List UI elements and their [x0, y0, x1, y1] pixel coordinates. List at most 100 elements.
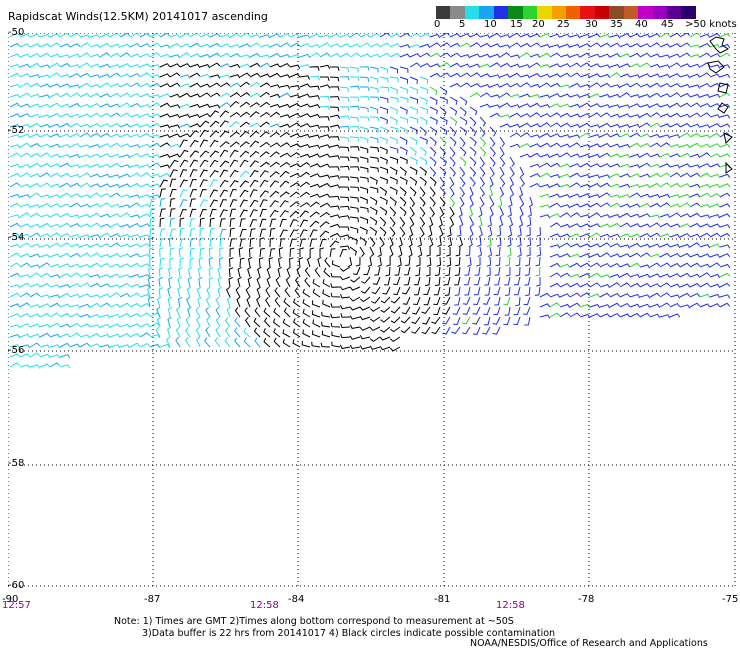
wind-barb [699, 303, 711, 308]
wind-barb [89, 262, 101, 268]
wind-barb [259, 73, 271, 78]
wind-barb [29, 142, 41, 148]
wind-barb [479, 53, 491, 58]
wind-barb [389, 166, 398, 175]
wind-barb [179, 189, 188, 198]
wind-barb [369, 66, 379, 73]
wind-barb [523, 306, 531, 315]
wind-barb [79, 252, 91, 258]
wind-barb [527, 206, 532, 218]
wind-barb [659, 43, 671, 48]
wind-barb [349, 335, 361, 340]
wind-barb [419, 62, 431, 68]
wind-barb [249, 42, 261, 48]
wind-barb [289, 172, 301, 178]
wind-barb [449, 52, 461, 58]
wind-barb [609, 123, 621, 129]
wind-barb [179, 74, 191, 79]
wind-barb [429, 96, 438, 105]
wind-barb [379, 226, 387, 237]
wind-barb [89, 44, 101, 49]
wind-barb [149, 198, 156, 208]
wind-barb [311, 330, 321, 338]
wind-barb [709, 103, 721, 108]
wind-barb [478, 206, 483, 218]
wind-barb [528, 196, 533, 208]
wind-barb [99, 183, 111, 188]
wind-barb [349, 216, 359, 222]
wind-barb [299, 75, 310, 80]
wind-barb [149, 94, 161, 99]
wind-barb [119, 102, 131, 108]
wind-barb [199, 169, 208, 178]
wind-barb [49, 163, 61, 168]
wind-barb [369, 43, 381, 48]
wind-barb [149, 64, 161, 69]
wind-barb [649, 303, 661, 308]
wind-barb [444, 286, 451, 296]
wind-barb [479, 196, 485, 208]
wind-barb [609, 262, 621, 268]
wind-barb [559, 163, 571, 168]
wind-barb [719, 282, 731, 288]
wind-barb [319, 230, 330, 238]
wind-barb [79, 34, 91, 39]
wind-barb [489, 176, 494, 188]
wind-barb [719, 33, 731, 38]
wind-barb [289, 219, 298, 228]
wind-barb [379, 66, 389, 74]
wind-barb [669, 83, 681, 88]
wind-barb [309, 124, 321, 129]
wind-barb [369, 76, 379, 84]
wind-barb [639, 243, 651, 248]
wind-barb [187, 306, 192, 318]
wind-barb [679, 304, 691, 309]
wind-barb [139, 263, 151, 268]
wind-barb [639, 264, 651, 269]
wind-barb [19, 353, 31, 358]
wind-barb [409, 53, 421, 58]
wind-barb [269, 43, 281, 48]
wind-barb [59, 83, 71, 88]
wind-barb [289, 238, 297, 248]
wind-barb [689, 222, 701, 228]
wind-barb [29, 182, 41, 188]
wind-barb [249, 122, 261, 128]
wind-barb [629, 303, 641, 308]
wind-barb [339, 136, 350, 142]
wind-barb [209, 150, 220, 158]
colorbar-label: 5 [459, 19, 466, 30]
wind-barb [379, 96, 389, 103]
wind-barb [569, 43, 581, 49]
wind-barb [239, 43, 251, 48]
wind-barb [579, 272, 591, 278]
wind-barb [409, 156, 418, 165]
wind-barb [477, 246, 483, 258]
wind-barb [279, 62, 291, 68]
wind-barb [417, 246, 423, 258]
wind-barb [299, 238, 307, 248]
wind-barb [689, 142, 701, 148]
wind-barb [429, 63, 441, 68]
wind-barb [167, 316, 172, 328]
wind-barb [669, 53, 681, 58]
wind-barb [239, 92, 251, 98]
wind-barb [29, 43, 41, 48]
colorbar-label: 20 [532, 19, 545, 30]
wind-barb [419, 126, 427, 136]
wind-barb [349, 324, 361, 329]
wind-barb [579, 203, 591, 208]
wind-barb [79, 72, 91, 78]
wind-barb [389, 76, 399, 83]
wind-barb [69, 332, 81, 338]
wind-barb [669, 102, 681, 108]
wind-barb [209, 169, 219, 178]
wind-barb [629, 164, 641, 169]
lon-label-81: -81 [434, 594, 451, 605]
wind-barb [299, 103, 311, 108]
wind-barb [158, 267, 164, 278]
wind-barb [499, 136, 506, 148]
wind-barb [699, 82, 711, 88]
wind-barb [19, 152, 31, 158]
wind-barb [159, 142, 171, 148]
